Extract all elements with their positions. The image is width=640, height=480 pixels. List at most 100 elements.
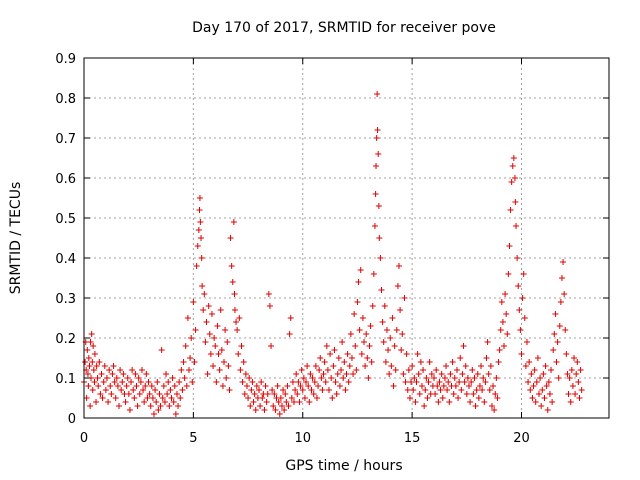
- data-point: [85, 355, 92, 361]
- data-point: [480, 375, 487, 381]
- data-point: [89, 387, 96, 393]
- grid-lines: [84, 58, 609, 418]
- data-point: [549, 399, 556, 405]
- data-point: [560, 259, 567, 265]
- data-point: [539, 387, 546, 393]
- data-point: [225, 363, 232, 369]
- data-point: [144, 395, 151, 401]
- data-point: [222, 327, 229, 333]
- data-point: [408, 379, 415, 385]
- data-point: [157, 403, 164, 409]
- data-point: [178, 367, 185, 373]
- y-tick-label: 0.9: [55, 52, 76, 67]
- data-point: [495, 359, 502, 365]
- data-point: [118, 387, 125, 393]
- data-point: [151, 411, 157, 417]
- data-point: [461, 379, 468, 385]
- data-point: [382, 359, 389, 365]
- data-point: [394, 283, 401, 289]
- data-point: [418, 383, 425, 389]
- data-point: [356, 327, 363, 333]
- data-point: [261, 407, 268, 413]
- data-point: [536, 391, 542, 397]
- data-point: [400, 371, 407, 377]
- data-point: [133, 383, 140, 389]
- data-point: [146, 391, 153, 397]
- data-point: [405, 367, 412, 373]
- data-point: [564, 371, 571, 377]
- data-point: [238, 343, 245, 349]
- data-point: [307, 371, 314, 377]
- data-point: [431, 375, 437, 381]
- data-point: [310, 391, 317, 397]
- data-point: [316, 367, 323, 373]
- data-point: [398, 347, 405, 353]
- data-point: [321, 359, 328, 365]
- data-point: [272, 407, 279, 413]
- data-point: [226, 387, 233, 393]
- data-point: [294, 391, 301, 397]
- data-point: [533, 379, 540, 385]
- data-point: [365, 375, 372, 381]
- data-point: [577, 367, 584, 373]
- data-point: [550, 347, 557, 353]
- data-point: [392, 367, 399, 373]
- data-point: [481, 399, 488, 405]
- data-point: [410, 387, 417, 393]
- data-point: [472, 403, 479, 409]
- data-point: [358, 351, 365, 357]
- data-point: [387, 335, 394, 341]
- data-point: [470, 391, 477, 397]
- data-point: [506, 243, 513, 249]
- data-point: [357, 267, 364, 273]
- data-point: [192, 327, 199, 333]
- data-point: [449, 359, 456, 365]
- data-point: [87, 403, 94, 409]
- data-point: [523, 339, 530, 345]
- data-point: [197, 219, 204, 225]
- data-point: [531, 367, 538, 373]
- data-point: [268, 343, 275, 349]
- data-point: [380, 339, 387, 345]
- data-point: [124, 375, 131, 381]
- data-point: [102, 387, 109, 393]
- data-point: [137, 379, 144, 385]
- data-point: [131, 395, 138, 401]
- data-point: [111, 379, 118, 385]
- data-point: [412, 399, 419, 405]
- y-tick-label: 0.1: [55, 372, 76, 387]
- data-point: [528, 371, 535, 377]
- data-point: [319, 387, 326, 393]
- data-point: [494, 395, 501, 401]
- data-point: [186, 367, 192, 373]
- data-point: [463, 391, 470, 397]
- data-point: [142, 383, 149, 389]
- data-point: [233, 319, 240, 325]
- data-point: [336, 383, 343, 389]
- data-point: [169, 375, 176, 381]
- data-point: [566, 375, 573, 381]
- data-point: [416, 391, 423, 397]
- data-point: [371, 223, 378, 229]
- data-point: [374, 91, 381, 97]
- data-point: [417, 359, 424, 365]
- data-point: [116, 403, 122, 409]
- data-point: [291, 399, 297, 405]
- data-point: [243, 383, 250, 389]
- data-point: [520, 271, 527, 277]
- data-point: [350, 371, 357, 377]
- data-point: [527, 387, 534, 393]
- data-point: [317, 355, 324, 361]
- data-point: [557, 299, 564, 305]
- data-point: [164, 391, 171, 397]
- data-point: [335, 355, 342, 361]
- data-point: [347, 331, 354, 337]
- data-point: [364, 355, 371, 361]
- data-point: [202, 339, 209, 345]
- data-point: [343, 371, 350, 377]
- data-point: [266, 303, 273, 309]
- data-point: [453, 367, 460, 373]
- data-point: [488, 403, 495, 409]
- data-point: [378, 287, 385, 293]
- data-point: [271, 391, 278, 397]
